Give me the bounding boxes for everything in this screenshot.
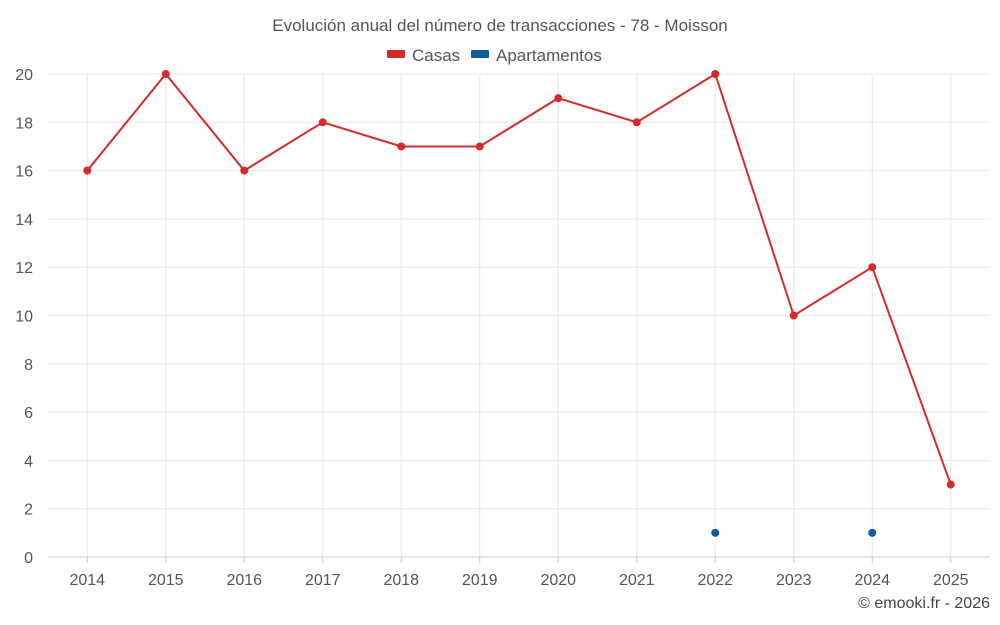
y-tick-label: 4 (24, 453, 33, 470)
data-point-apartamentos[interactable] (868, 528, 877, 537)
x-tick-label: 2019 (462, 572, 498, 589)
data-point-casas[interactable] (83, 166, 92, 175)
x-tick-label: 2022 (697, 572, 733, 589)
y-tick-label: 10 (15, 309, 33, 326)
grid (48, 73, 990, 557)
data-point-casas[interactable] (868, 263, 877, 272)
data-point-casas[interactable] (711, 70, 720, 78)
y-tick-label: 20 (15, 67, 33, 84)
data-point-casas[interactable] (554, 94, 563, 103)
y-tick-label: 8 (24, 357, 33, 374)
legend-swatch-casas (387, 50, 405, 58)
series-apartamentos (711, 528, 877, 537)
y-tick-label: 2 (24, 502, 33, 519)
x-tick-label: 2021 (619, 572, 655, 589)
data-point-apartamentos[interactable] (711, 528, 720, 537)
data-point-casas[interactable] (632, 118, 641, 127)
legend-label-casas[interactable]: Casas (412, 46, 460, 65)
y-tick-label: 14 (15, 212, 33, 229)
data-point-casas[interactable] (789, 311, 798, 320)
y-tick-label: 6 (24, 405, 33, 422)
x-tick-label: 2017 (305, 572, 341, 589)
legend-swatch-apartamentos (471, 50, 489, 58)
data-point-casas[interactable] (946, 480, 955, 489)
chart-title: Evolución anual del número de transaccio… (272, 16, 727, 35)
data-point-casas[interactable] (240, 166, 249, 175)
x-tick-label: 2025 (933, 572, 969, 589)
axes: 0 2 4 6 8 10 12 14 16 18 20 2014 2015 2016 2017 2018 201… (15, 67, 990, 589)
data-point-casas[interactable] (397, 142, 406, 151)
x-tick-label: 2014 (69, 572, 105, 589)
x-tick-label: 2016 (226, 572, 262, 589)
x-tick-label: 2020 (540, 572, 576, 589)
x-tick-label: 2015 (148, 572, 184, 589)
x-tick-label: 2024 (854, 572, 890, 589)
y-tick-label: 12 (15, 260, 33, 277)
y-tick-label: 16 (15, 164, 33, 181)
x-tick-label: 2018 (383, 572, 419, 589)
y-tick-label: 0 (24, 550, 33, 567)
credit-text: © emooki.fr - 2026 (858, 595, 990, 612)
data-point-casas[interactable] (318, 118, 327, 127)
data-point-casas[interactable] (161, 70, 170, 78)
y-tick-label: 18 (15, 115, 33, 132)
legend-label-apartamentos[interactable]: Apartamentos (496, 46, 602, 65)
series (83, 70, 955, 537)
series-line-casas (86, 73, 952, 485)
x-tick-label: 2023 (776, 572, 812, 589)
data-point-casas[interactable] (475, 142, 484, 151)
legend: Casas Apartamentos (387, 46, 602, 65)
series-casas (83, 70, 955, 489)
